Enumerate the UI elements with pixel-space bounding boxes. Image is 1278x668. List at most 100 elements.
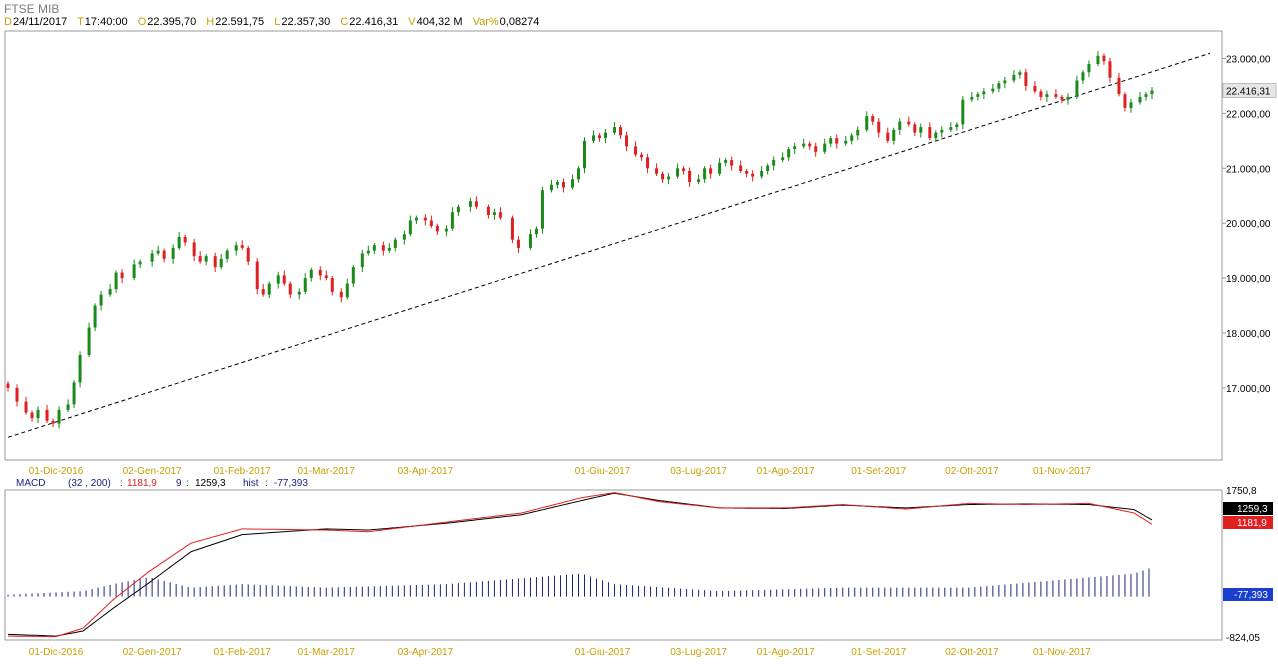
candle-body — [381, 245, 385, 251]
candle-body — [1108, 61, 1112, 78]
candle-body — [814, 146, 818, 152]
candle-body — [898, 121, 902, 130]
candle-body — [576, 168, 580, 180]
candle-body — [138, 261, 142, 265]
candle-body — [634, 146, 638, 155]
macd-value-label: 1259,3 — [1237, 504, 1268, 515]
info-key-high: H — [206, 16, 215, 28]
candle-body — [976, 94, 980, 97]
candle-body — [303, 278, 307, 292]
candle-body — [676, 168, 680, 177]
candle-body — [1096, 55, 1100, 64]
candle-body — [856, 129, 860, 136]
candle-body — [492, 212, 496, 215]
candle-body — [667, 176, 671, 180]
price-plot — [6, 50, 1211, 438]
info-volume: 404,32 M — [416, 16, 463, 28]
macd-legend-signal-period: 9 — [176, 478, 182, 489]
hist-value-box — [1223, 588, 1273, 601]
price-y-tick-label: 23.000,00 — [1226, 55, 1271, 66]
candle-body — [486, 206, 490, 215]
macd-legend-signal-value: 1259,3 — [195, 478, 226, 489]
candle-body — [570, 179, 574, 188]
price-x-tick-label: 01-Feb-2017 — [214, 466, 272, 477]
candle-body — [835, 138, 839, 144]
candle-body — [534, 228, 538, 235]
last-price-box — [1222, 83, 1277, 99]
candle-body — [561, 182, 565, 188]
candle-body — [793, 146, 797, 150]
candle-body — [1075, 80, 1079, 97]
candle-body — [288, 283, 292, 295]
candle-body — [408, 220, 412, 235]
candle-body — [468, 201, 472, 207]
macd-legend-title: MACD — [16, 478, 45, 489]
info-key-open: O — [137, 16, 147, 28]
candle-body — [724, 160, 728, 163]
candle-body — [267, 283, 271, 295]
candle-body — [1045, 94, 1049, 97]
candle-body — [613, 127, 617, 133]
info-key-time: T — [77, 16, 84, 28]
candle-body — [330, 278, 334, 292]
candle-body — [1117, 77, 1121, 95]
price-x-tick-label: 01-Nov-2017 — [1033, 466, 1091, 477]
candle-body — [781, 157, 785, 161]
price-y-tick-label: 20.000,00 — [1226, 219, 1271, 230]
candle-body — [907, 121, 911, 125]
macd-legend-colon2: : — [186, 478, 189, 489]
candle-body — [132, 264, 136, 279]
candle-body — [997, 83, 1001, 89]
candle-body — [844, 140, 848, 144]
candle-body — [171, 247, 175, 259]
candle-body — [324, 275, 328, 279]
trend-line — [7, 52, 1211, 438]
candle-body — [30, 412, 34, 419]
candle-body — [697, 179, 701, 183]
candle-body — [1039, 91, 1043, 97]
macd-x-tick-label: 01-Feb-2017 — [214, 647, 272, 658]
candle-body — [93, 305, 97, 328]
candle-body — [892, 129, 896, 141]
candle-body — [261, 289, 265, 295]
info-key-volume: V — [408, 16, 416, 28]
candle-body — [772, 160, 776, 166]
candle-body — [850, 135, 854, 141]
candle-body — [970, 96, 974, 100]
candle-body — [36, 409, 40, 419]
candle-body — [1138, 96, 1142, 103]
candle-body — [961, 99, 965, 125]
candle-body — [339, 291, 343, 298]
info-date: 24/11/2017 — [12, 16, 68, 28]
candle-body — [802, 143, 806, 147]
candle-body — [528, 234, 532, 248]
candle-body — [108, 289, 112, 295]
candle-body — [402, 234, 406, 240]
candle-body — [688, 171, 692, 183]
macd-legend-colon1: : — [120, 478, 123, 489]
candle-body — [15, 387, 19, 402]
price-x-tick-label: 02-Ott-2017 — [945, 466, 999, 477]
macd-x-tick-label: 01-Giu-2017 — [575, 647, 631, 658]
candle-body — [1144, 94, 1148, 97]
candle-body — [928, 127, 932, 139]
candle-body — [1123, 94, 1127, 108]
candle-body — [450, 212, 454, 229]
candle-body — [919, 127, 923, 133]
candle-body — [255, 261, 259, 290]
candle-body — [760, 171, 764, 177]
candle-body — [592, 135, 596, 141]
candle-body — [555, 182, 559, 185]
candle-body — [387, 247, 391, 251]
candle-body — [423, 217, 427, 221]
candle-body — [991, 88, 995, 92]
last-price-label: 22.416,31 — [1226, 87, 1271, 98]
macd-legend-hist-label: hist — [243, 478, 259, 489]
candle-body — [913, 124, 917, 133]
candle-body — [1150, 90, 1154, 95]
price-x-tick-label: 01-Giu-2017 — [575, 466, 631, 477]
candle-body — [604, 132, 608, 139]
candle-body — [625, 135, 629, 147]
candle-body — [150, 253, 154, 262]
